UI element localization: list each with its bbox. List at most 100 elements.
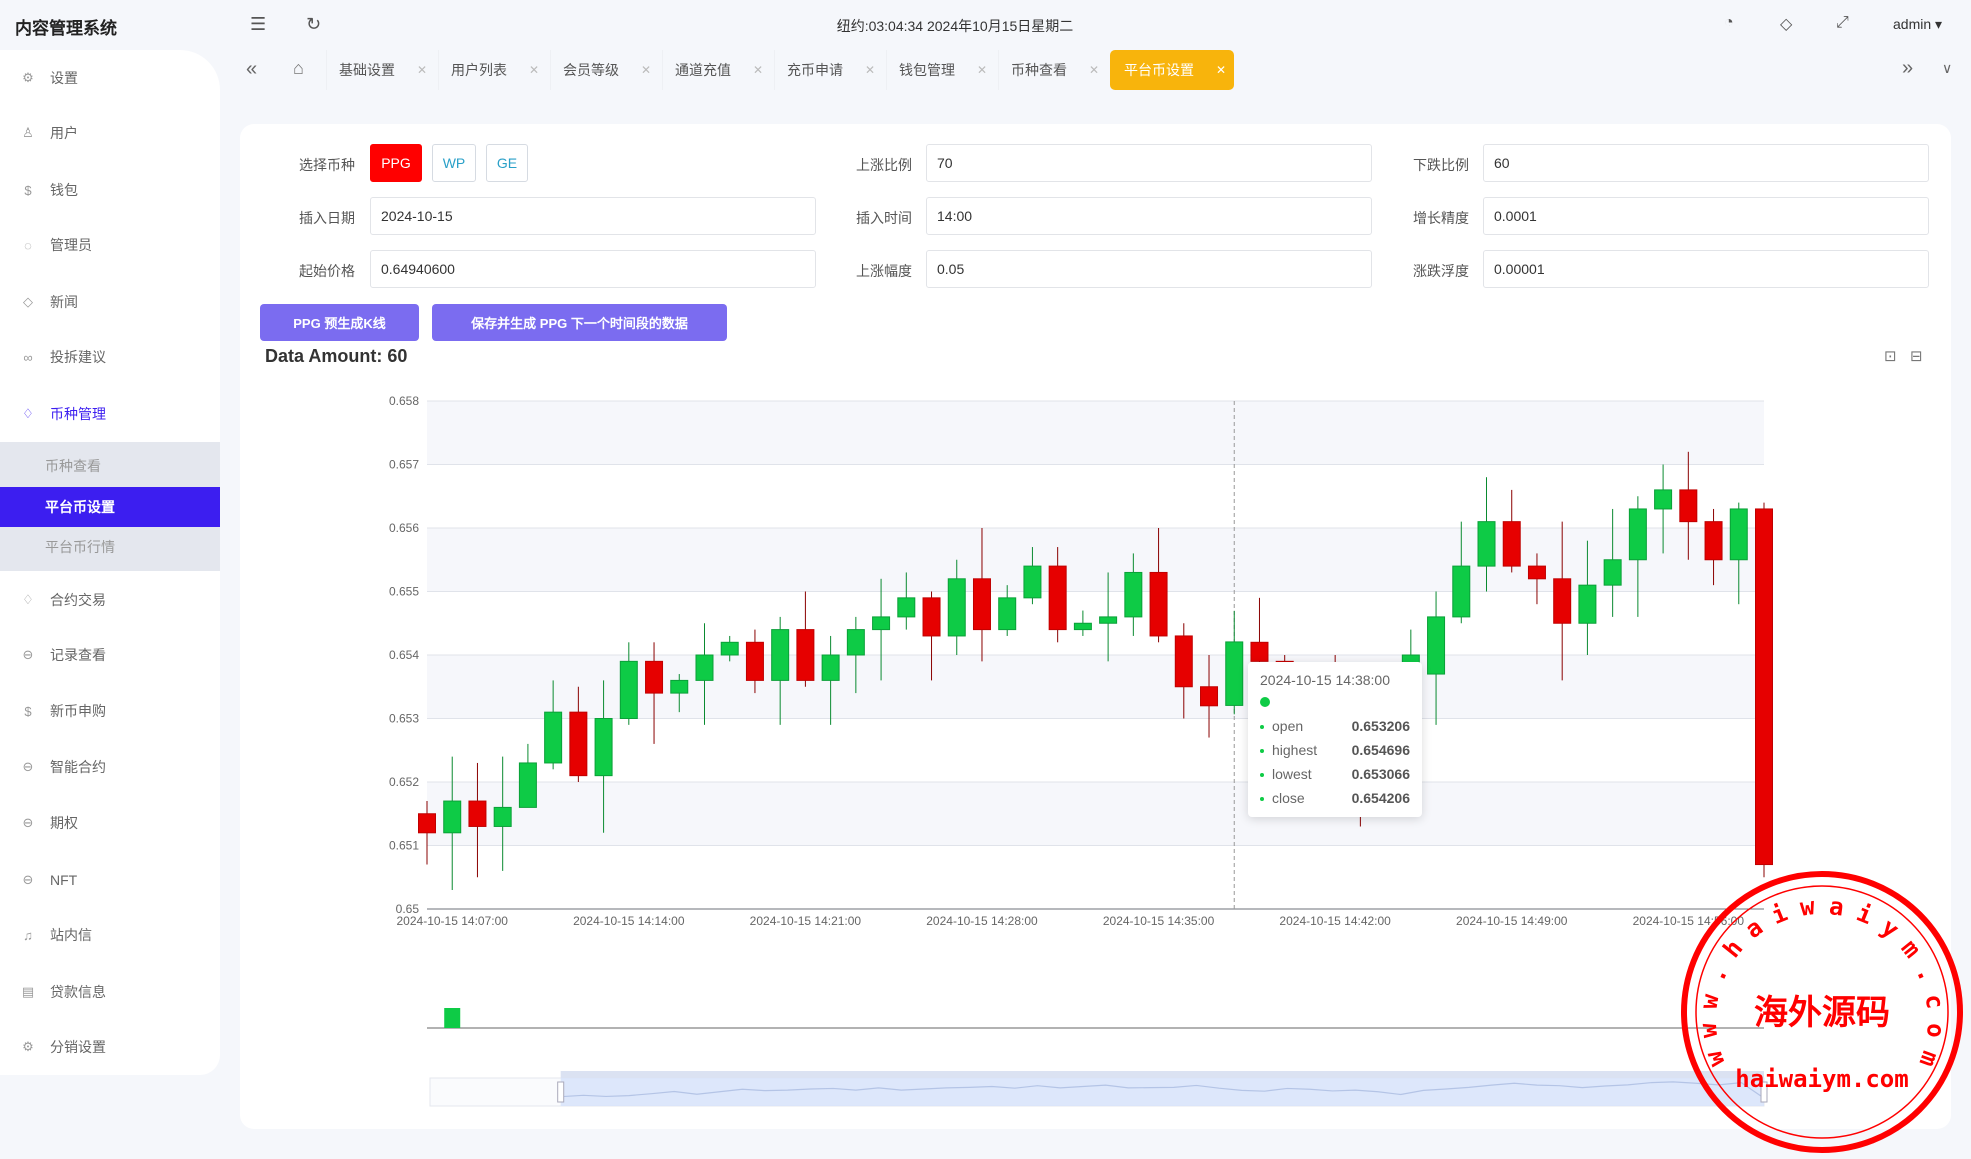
tag-icon[interactable]: ◇ [1780,16,1793,33]
field-input[interactable]: 14:00 [926,197,1372,235]
grid-band [427,528,1764,592]
x-tick-label: 2024-10-15 14:07:00 [397,914,509,928]
sidebar-item-label: 合约交易 [50,592,106,608]
close-icon[interactable]: ✕ [977,63,988,77]
y-tick-label: 0.656 [389,521,419,535]
coin-ppg-button[interactable]: PPG [370,144,422,182]
datazoom-window [560,1078,1765,1106]
coin-ge-button[interactable]: GE [486,144,528,182]
tooltip-row: lowest 0.653066 [1260,762,1410,786]
field-label: 上涨幅度 [856,263,912,279]
tab[interactable]: 平台币设置 ✕ [1110,50,1234,90]
tab[interactable]: 币种查看 ✕ [998,50,1099,90]
home-icon[interactable]: ⌂ [293,58,304,78]
close-icon[interactable]: ✕ [1216,63,1227,77]
field-input[interactable]: 2024-10-15 [370,197,816,235]
y-tick-label: 0.653 [389,712,419,726]
field-input[interactable]: 70 [926,144,1372,182]
tab[interactable]: 充币申请 ✕ [774,50,875,90]
field-input[interactable]: 60 [1483,144,1929,182]
dashboard-icon[interactable]: ◔ [1724,14,1734,31]
candle-body [619,660,638,719]
sidebar-item[interactable]: $ 新币申购 [0,691,220,731]
preview-kline-button[interactable]: PPG 预生成K线 [260,304,419,341]
zoom-select-icon[interactable]: ⊡ [1884,348,1897,365]
datazoom-handle[interactable] [1760,1081,1768,1103]
sidebar-item[interactable]: ◇ 新闻 [0,282,220,322]
candle-body [720,641,739,656]
sidebar-item-icon: ⊖ [22,872,34,887]
sidebar-item-icon: ♙ [22,125,34,140]
tooltip-value: 0.653206 [1351,718,1410,734]
coin-wp-button[interactable]: WP [432,144,476,182]
tab[interactable]: 会员等级 ✕ [550,50,651,90]
close-icon[interactable]: ✕ [1089,63,1100,77]
sidebar-item-icon: ◌ [24,237,32,253]
refresh-icon[interactable]: ↻ [306,14,322,34]
zoom-reset-icon[interactable]: ⊟ [1910,348,1923,365]
field-input[interactable]: 0.05 [926,250,1372,288]
sidebar-item-label: 管理员 [50,237,92,253]
tab[interactable]: 钱包管理 ✕ [886,50,987,90]
close-icon[interactable]: ✕ [641,63,652,77]
sidebar-item[interactable]: ⚙ 设置 [0,58,220,98]
save-generate-button[interactable]: 保存并生成 PPG 下一个时间段的数据 [432,304,727,341]
sidebar-item-label: 分销设置 [50,1039,106,1055]
close-icon[interactable]: ✕ [417,63,428,77]
sidebar-item[interactable]: ⊖ NFT [0,860,220,900]
candle-body [670,679,689,694]
sidebar-item[interactable]: ♫ 站内信 [0,915,220,955]
candle-body [1200,686,1219,707]
field-input[interactable]: 0.64940600 [370,250,816,288]
candle-body [468,800,487,827]
tab[interactable]: 通道充值 ✕ [662,50,763,90]
candle-body [1502,521,1521,567]
sidebar-item[interactable]: ⚙ 分销设置 [0,1027,220,1067]
tabs-scroll-left-icon[interactable]: « [246,58,258,80]
close-icon[interactable]: ✕ [865,63,876,77]
datazoom-handle[interactable] [557,1081,565,1103]
sidebar-item-icon: ⚙ [22,70,34,85]
sidebar-item[interactable]: $ 钱包 [0,170,220,210]
field-input[interactable]: 0.0001 [1483,197,1929,235]
submenu-item[interactable]: 币种查看 [45,458,101,474]
y-tick-label: 0.654 [389,648,419,662]
candle-body [418,813,436,834]
main-card [240,124,1951,1129]
candle-body [1477,521,1496,567]
x-tick-label: 2024-10-15 14:28:00 [926,914,1038,928]
tab-label: 币种查看 [1011,62,1067,78]
x-tick-label: 2024-10-15 14:42:00 [1279,914,1391,928]
field-input[interactable]: 0.00001 [1483,250,1929,288]
close-icon[interactable]: ✕ [753,63,764,77]
close-icon[interactable]: ✕ [529,63,540,77]
tab[interactable]: 用户列表 ✕ [438,50,539,90]
sidebar-item[interactable]: ▤ 贷款信息 [0,972,220,1012]
tabs-scroll-right-icon[interactable]: » [1902,57,1914,79]
sidebar-item[interactable]: ♢ 合约交易 [0,580,220,620]
sidebar-item[interactable]: ◌ 管理员 [0,225,220,265]
candle-body [1023,565,1042,599]
tab[interactable]: 基础设置 ✕ [326,50,427,90]
sidebar-item[interactable]: ⊖ 期权 [0,803,220,843]
sidebar-item[interactable]: ♢ 币种管理 [0,394,220,434]
sidebar-item[interactable]: ⊖ 记录查看 [0,635,220,675]
sidebar-item[interactable]: ⊖ 智能合约 [0,747,220,787]
sidebar-item-label: 智能合约 [50,759,106,775]
candle-body [518,762,537,808]
sidebar-item-icon: ♢ [22,592,34,607]
submenu-item[interactable]: 平台币行情 [45,539,115,555]
candle-body [1527,565,1546,580]
candle-body [745,641,764,681]
candle-body [645,660,664,694]
tab-label: 通道充值 [675,62,731,78]
tabs-dropdown-icon[interactable]: ∨ [1942,60,1953,76]
sidebar-item[interactable]: ∞ 投拆建议 [0,337,220,377]
grid-band [427,401,1764,465]
menu-fold-icon[interactable]: ☰ [250,14,267,34]
sidebar-item[interactable]: ♙ 用户 [0,113,220,153]
fullscreen-icon[interactable]: ⤢ [1836,14,1849,31]
submenu-item[interactable]: 平台币设置 [0,487,220,527]
user-menu[interactable]: admin ▾ [1893,16,1943,32]
